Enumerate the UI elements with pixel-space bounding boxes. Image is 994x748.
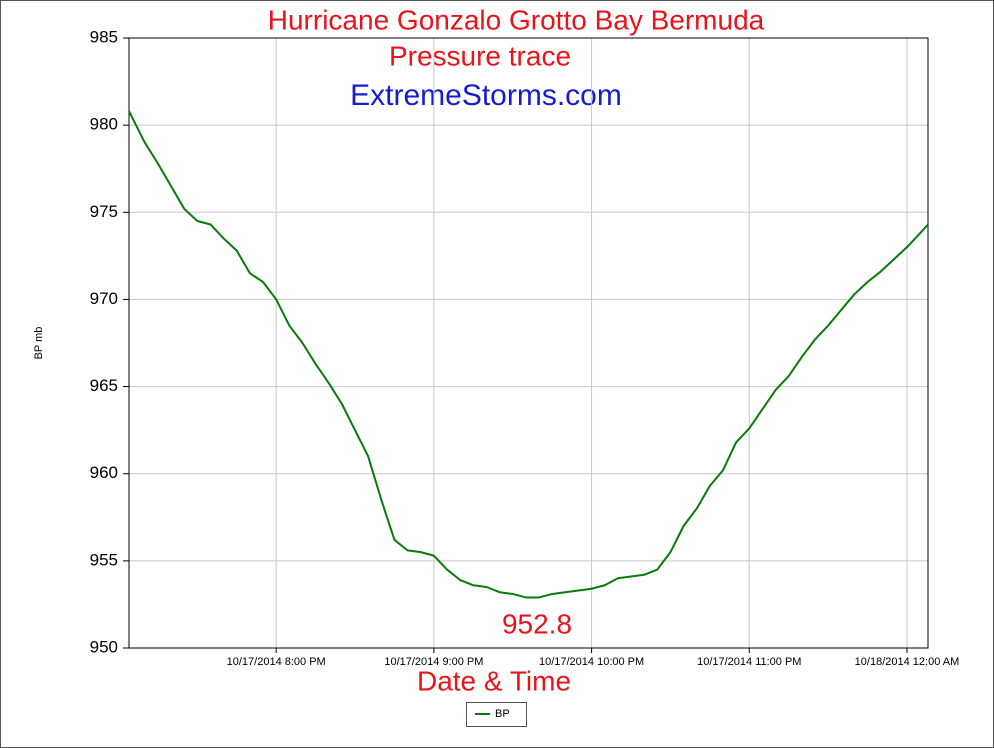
y-tick-label: 980 <box>90 115 118 134</box>
chart-title: Hurricane Gonzalo Grotto Bay Bermuda <box>268 4 765 35</box>
legend-label: BP <box>495 708 510 720</box>
x-axis-label: Date & Time <box>417 665 571 696</box>
y-tick-label: 985 <box>90 27 118 46</box>
x-tick-label: 10/17/2014 10:00 PM <box>539 656 644 668</box>
y-tick-label: 955 <box>90 550 118 569</box>
annotation: 952.8 <box>502 608 572 639</box>
x-tick-label: 10/17/2014 11:00 PM <box>697 656 801 668</box>
y-axis-label: BP mb <box>33 327 45 360</box>
x-tick-label: 10/17/2014 8:00 PM <box>227 656 326 668</box>
plot-area <box>128 37 929 649</box>
line-series <box>128 110 929 599</box>
y-tick-label: 960 <box>90 463 118 482</box>
x-tick-label: 10/17/2014 9:00 PM <box>384 656 483 668</box>
y-tick-label: 965 <box>90 376 118 395</box>
credit: ExtremeStorms.com <box>350 79 622 112</box>
y-tick-label: 975 <box>90 202 118 221</box>
y-tick-label: 950 <box>90 637 118 656</box>
y-tick-label: 970 <box>90 289 118 308</box>
x-tick-label: 10/18/2014 12:00 AM <box>855 656 960 668</box>
chart-subtitle: Pressure trace <box>389 40 571 71</box>
